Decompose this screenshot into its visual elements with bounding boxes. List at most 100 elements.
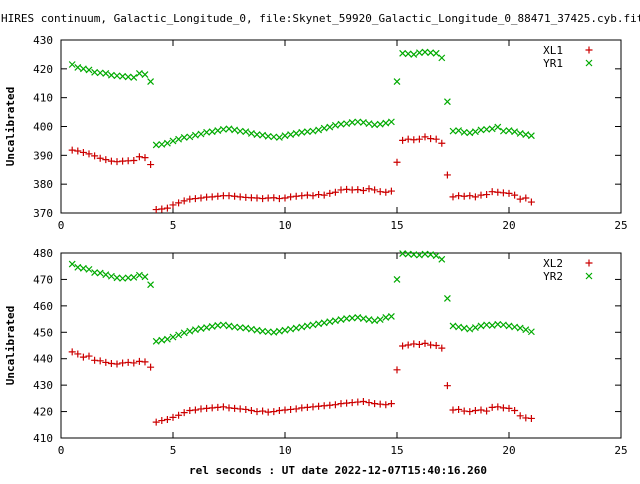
data-point-yr1 (203, 128, 211, 136)
y-tick-label: 440 (33, 353, 53, 366)
data-point-xl2 (96, 357, 104, 365)
data-point-yr1 (163, 139, 171, 147)
data-point-yr2 (320, 319, 328, 327)
data-point-yr1 (527, 132, 535, 140)
data-point-xl2 (404, 341, 412, 349)
data-point-xl1 (102, 156, 110, 164)
data-point-yr2 (427, 251, 435, 259)
x-tick-label: 0 (58, 219, 65, 232)
data-point-xl1 (158, 205, 166, 213)
data-point-yr2 (337, 316, 345, 324)
data-point-xl1 (443, 171, 451, 179)
data-point-xl2 (438, 344, 446, 352)
data-point-yr2 (158, 336, 166, 344)
data-point-xl2 (494, 403, 502, 411)
data-point-yr2 (231, 323, 239, 331)
series-xl2 (68, 339, 535, 426)
data-point-yr1 (315, 126, 323, 134)
data-point-yr1 (147, 78, 155, 85)
data-point-yr2 (147, 281, 155, 289)
data-point-yr2 (354, 314, 362, 321)
data-point-yr1 (247, 129, 255, 137)
data-point-yr2 (522, 326, 530, 334)
data-point-xl2 (74, 350, 82, 358)
y-tick-label: 420 (33, 63, 53, 76)
data-point-yr2 (371, 317, 379, 325)
data-point-yr1 (107, 71, 115, 79)
data-point-yr1 (236, 127, 244, 135)
data-point-xl1 (359, 187, 367, 195)
data-point-yr1 (399, 49, 407, 57)
data-point-yr2 (214, 321, 222, 329)
data-point-yr2 (124, 274, 132, 282)
data-point-yr2 (247, 325, 255, 333)
x-axis-label: rel seconds : UT date 2022-12-07T15:40:1… (189, 464, 487, 477)
data-point-yr1 (113, 72, 121, 80)
data-point-yr1 (242, 128, 250, 136)
data-point-yr2 (68, 260, 76, 268)
y-tick-label: 410 (33, 92, 53, 105)
data-point-yr2 (404, 250, 412, 258)
legend-marker-yr1 (585, 59, 593, 67)
data-point-yr2 (494, 320, 502, 328)
x-tick-label: 10 (278, 444, 291, 457)
data-point-xl1 (147, 161, 155, 169)
data-point-yr2 (79, 264, 87, 272)
y-tick-label: 460 (33, 300, 53, 313)
data-point-xl1 (135, 153, 143, 161)
data-point-yr1 (438, 54, 446, 62)
data-point-yr1 (197, 130, 205, 138)
data-point-yr2 (175, 331, 183, 339)
data-point-yr2 (443, 295, 451, 302)
data-point-xl2 (113, 360, 121, 368)
data-point-xl1 (331, 188, 339, 196)
data-point-xl1 (432, 135, 440, 143)
data-point-yr1 (208, 128, 216, 136)
data-point-yr1 (477, 126, 485, 134)
plot-frame (60, 252, 622, 439)
data-point-yr2 (326, 318, 334, 326)
series-yr2 (68, 250, 535, 345)
data-point-yr1 (516, 129, 524, 137)
y-tick-label: 470 (33, 273, 53, 286)
data-point-yr2 (527, 328, 535, 336)
data-point-xl2 (511, 407, 519, 415)
data-point-xl1 (466, 192, 474, 200)
data-point-yr2 (399, 250, 407, 257)
data-point-xl1 (483, 191, 491, 199)
data-point-xl2 (158, 417, 166, 425)
legend-label-yr1: YR1 (543, 57, 563, 70)
data-point-xl2 (292, 405, 300, 413)
data-point-yr1 (135, 70, 143, 77)
x-tick-label: 5 (170, 444, 177, 457)
data-point-yr2 (264, 328, 272, 336)
x-tick-label: 0 (58, 444, 65, 457)
data-point-yr2 (130, 273, 138, 281)
data-point-xl2 (466, 408, 474, 416)
data-point-yr1 (270, 133, 278, 141)
data-point-yr2 (203, 324, 211, 331)
data-point-xl2 (175, 411, 183, 419)
top-panel: 0 5 10 15 20 25 370 380 390 400 410 420 430 Uncalibra… (4, 34, 628, 232)
data-point-yr1 (91, 68, 99, 76)
data-point-xl2 (247, 407, 255, 415)
data-point-yr1 (415, 49, 423, 57)
data-point-yr1 (511, 128, 519, 136)
data-point-yr1 (102, 70, 110, 77)
data-point-xl2 (516, 412, 524, 420)
y-tick-label: 380 (33, 178, 53, 191)
data-point-yr1 (186, 133, 194, 141)
legend-marker-xl2 (585, 259, 593, 267)
data-point-yr1 (219, 125, 227, 133)
data-point-yr2 (483, 321, 491, 329)
data-point-yr2 (348, 314, 356, 322)
legend-label-xl1: XL1 (543, 44, 563, 57)
data-point-yr1 (505, 127, 513, 134)
data-point-yr2 (225, 322, 233, 330)
x-tick-label: 25 (614, 444, 627, 457)
data-point-xl1 (354, 186, 362, 194)
page-title: HIRES continuum, Galactic_Longitude_0, f… (1, 12, 640, 25)
data-point-yr1 (455, 127, 463, 134)
data-point-xl1 (511, 191, 519, 199)
data-point-yr1 (169, 137, 177, 145)
